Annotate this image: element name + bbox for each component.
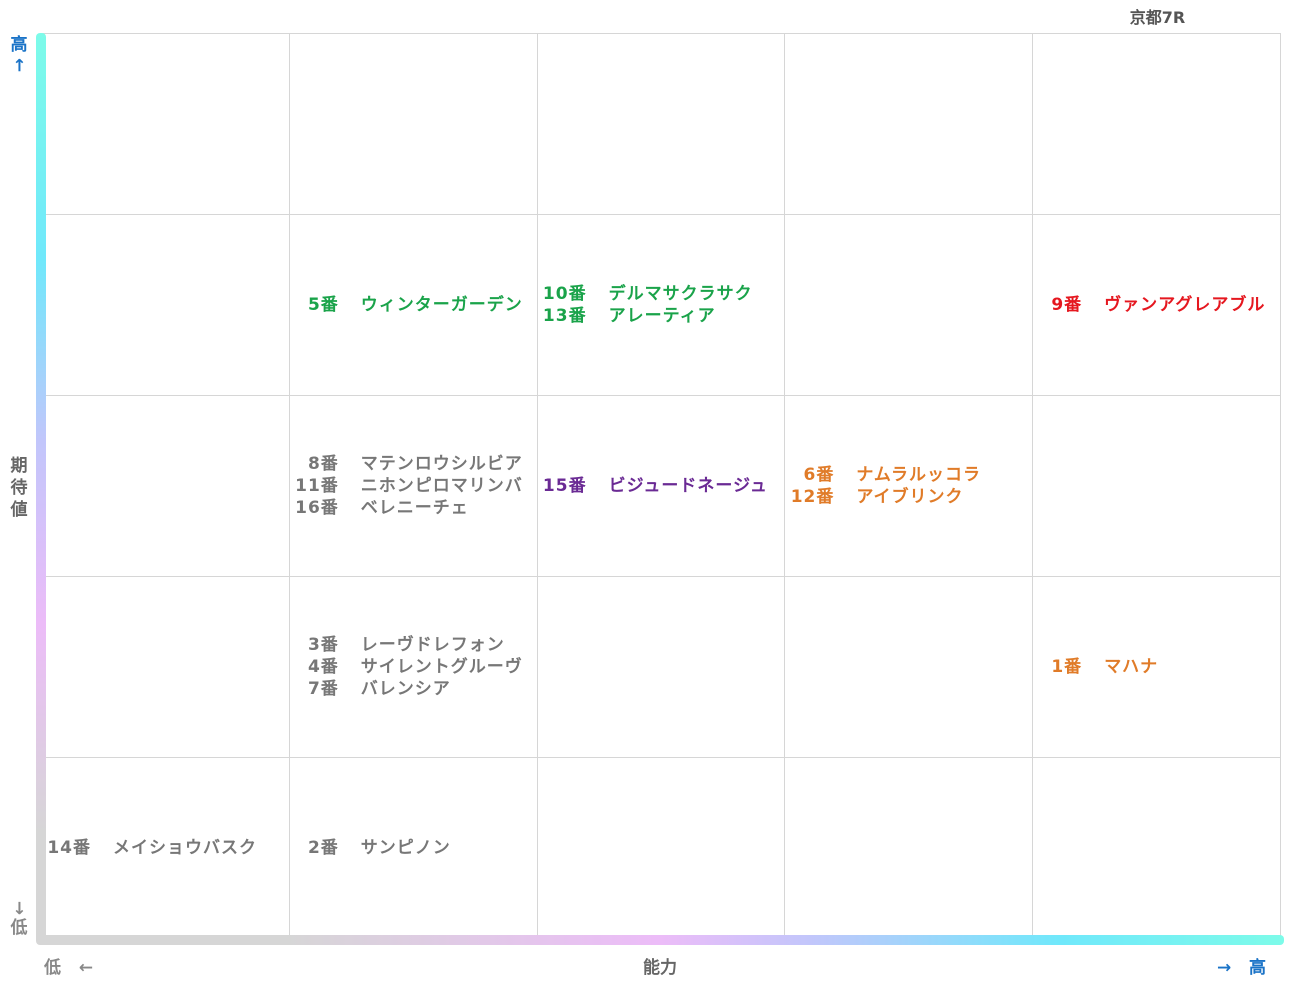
horse-entry: 2番 サンピノン: [289, 837, 537, 859]
horse-number: 12番: [790, 486, 835, 507]
horse-name: ベレニーチェ: [360, 497, 469, 518]
horse-number: 3番: [307, 634, 339, 655]
left-arrow-icon: ←: [78, 958, 94, 978]
grid-hline: [41, 214, 1280, 215]
y-axis-bar: [36, 33, 46, 942]
horse-entry: 7番 バレンシア: [289, 678, 537, 700]
horse-number: 6番: [803, 464, 835, 485]
horse-number: 4番: [307, 656, 339, 677]
horse-name: レーヴドレフォン: [360, 634, 505, 655]
horse-entry: 1番 マハナ: [1032, 656, 1280, 678]
horse-name: ビジュードネージュ: [608, 475, 768, 496]
horse-entry: 10番 デルマサクラサク: [537, 283, 785, 305]
y-high-text: 高: [10, 35, 28, 55]
grid-vline: [536, 33, 538, 938]
grid-vline: [1032, 33, 1034, 938]
horse-name: サンピノン: [360, 837, 451, 858]
horse-entry: 13番 アレーティア: [537, 305, 785, 327]
horse-name: アレーティア: [608, 305, 716, 326]
right-arrow-icon: →: [1217, 958, 1232, 978]
horse-name: バレンシア: [360, 678, 451, 699]
horse-name: サイレントグルーヴ: [360, 656, 523, 677]
grid-cell: 1番 マハナ: [1032, 576, 1280, 757]
horse-entry: 12番 アイブリンク: [784, 486, 1032, 508]
y-axis-label: 期待値: [8, 455, 30, 521]
horse-number: 13番: [542, 305, 587, 326]
horse-entry: 9番 ヴァンアグレアブル: [1032, 294, 1280, 316]
horse-entry: 6番 ナムラルッコラ: [784, 464, 1032, 486]
grid-hline: [41, 757, 1280, 758]
grid-cell: 3番 レーヴドレフォン 4番 サイレントグルーヴ 7番 バレンシア: [289, 576, 537, 757]
x-axis-low-label: 低 ←: [44, 953, 93, 978]
x-high-text: 高: [1249, 958, 1267, 978]
grid-cell: 6番 ナムラルッコラ 12番 アイブリンク: [784, 395, 1032, 576]
up-arrow-icon: ←: [9, 57, 29, 73]
horse-number: 16番: [295, 497, 339, 518]
horse-number: 8番: [307, 453, 339, 474]
grid-cell: 2番 サンピノン: [289, 757, 537, 938]
grid-cell: 10番 デルマサクラサク 13番 アレーティア: [537, 214, 785, 395]
horse-number: 10番: [542, 283, 587, 304]
x-axis-high-label: → 高: [1217, 953, 1266, 978]
race-title: 京都7R: [1129, 8, 1186, 27]
horse-number: 9番: [1051, 294, 1083, 315]
grid-vline: [1280, 33, 1281, 938]
horse-name: マテンロウシルビア: [360, 453, 523, 474]
grid-cell: 9番 ヴァンアグレアブル: [1032, 214, 1280, 395]
horse-number: 2番: [307, 837, 339, 858]
grid-cell: 8番 マテンロウシルビア 11番 ニホンピロマリンバ 16番 ベレニーチェ: [289, 395, 537, 576]
horse-entry: 3番 レーヴドレフォン: [289, 634, 537, 656]
horse-name: マハナ: [1104, 656, 1159, 677]
horse-entry: 11番 ニホンピロマリンバ: [289, 475, 537, 497]
y-axis-high-label: 高 ←: [8, 35, 30, 75]
y-axis-low-label: → 低: [8, 898, 30, 938]
horse-entry: 8番 マテンロウシルビア: [289, 453, 537, 475]
grid-cell: 15番 ビジュードネージュ: [537, 395, 785, 576]
horse-name: ウィンターガーデン: [360, 294, 523, 315]
grid-cell: 14番 メイショウバスク: [41, 757, 289, 938]
y-axis-title: 期待値: [10, 456, 28, 520]
horse-entry: 5番 ウィンターガーデン: [289, 294, 537, 316]
x-axis-title: 能力: [643, 958, 677, 978]
grid-hline: [41, 576, 1280, 577]
y-low-text: 低: [10, 918, 28, 938]
x-axis-bar: [36, 935, 1284, 945]
horse-name: デルマサクラサク: [608, 283, 753, 304]
grid-hline: [41, 33, 1280, 34]
grid-vline: [288, 33, 290, 938]
horse-number: 11番: [295, 475, 339, 496]
horse-entry: 16番 ベレニーチェ: [289, 497, 537, 519]
horse-name: ニホンピロマリンバ: [360, 475, 523, 496]
grid-vline: [784, 33, 786, 938]
horse-number: 14番: [47, 837, 91, 858]
horse-name: メイショウバスク: [113, 837, 257, 858]
horse-name: アイブリンク: [856, 486, 964, 507]
grid-cell: 5番 ウィンターガーデン: [289, 214, 537, 395]
horse-number: 15番: [542, 475, 587, 496]
horse-number: 7番: [307, 678, 339, 699]
horse-number: 1番: [1051, 656, 1083, 677]
horse-number: 5番: [307, 294, 339, 315]
horse-entry: 14番 メイショウバスク: [41, 837, 289, 859]
x-low-text: 低: [44, 958, 61, 978]
horse-name: ナムラルッコラ: [856, 464, 982, 485]
plot-grid: [41, 33, 1281, 938]
horse-entry: 15番 ビジュードネージュ: [537, 475, 785, 497]
down-arrow-icon: →: [9, 900, 29, 916]
horse-name: ヴァンアグレアブル: [1104, 294, 1266, 315]
grid-hline: [41, 395, 1280, 396]
horse-entry: 4番 サイレントグルーヴ: [289, 656, 537, 678]
